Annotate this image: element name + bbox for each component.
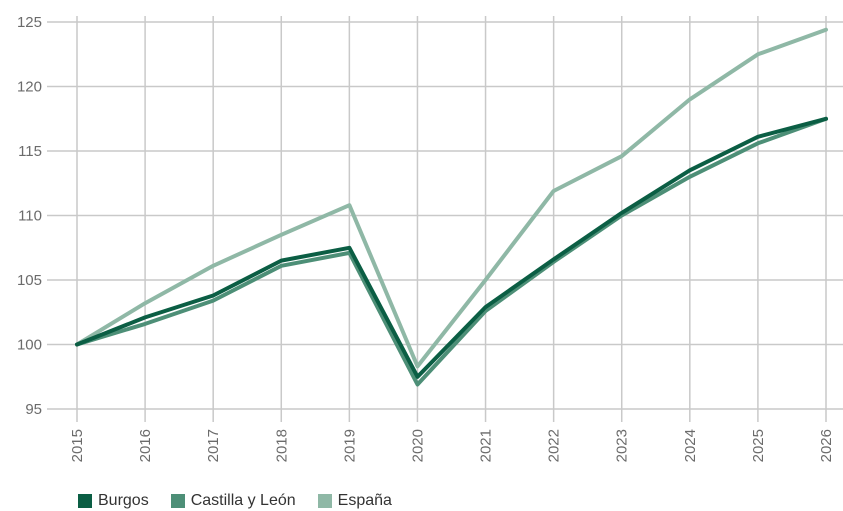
legend-item-espana: España (317, 492, 392, 510)
legend-swatch-burgos (78, 494, 92, 508)
x-tick-label-2021: 2021 (478, 429, 495, 462)
x-tick-label-2018: 2018 (273, 429, 290, 462)
x-tick-label-2020: 2020 (409, 429, 426, 462)
x-axis-tick-labels: 2015 2016 2017 2018 2019 2020 2021 2022 2023 2024… (69, 429, 835, 462)
y-tick-label-125: 125 (17, 14, 42, 31)
x-tick-label-2023: 2023 (614, 429, 631, 462)
y-tick-label-95: 95 (25, 401, 42, 418)
series-line-burgos (75, 116, 828, 379)
legend-item-castilla-y-leon: Castilla y León (170, 492, 296, 510)
x-tick-label-2019: 2019 (341, 429, 358, 462)
legend-label-espana: España (337, 492, 392, 509)
y-tick-label-110: 110 (18, 208, 42, 225)
legend-swatch-castilla-y-leon (170, 494, 185, 508)
series-line-castilla-y-leon (75, 116, 828, 387)
grid-lines (47, 16, 843, 422)
y-tick-label-115: 115 (18, 143, 42, 160)
x-tick-label-2026: 2026 (818, 429, 835, 462)
legend-swatch-espana (317, 494, 332, 508)
legend-item-burgos: Burgos (78, 492, 149, 510)
series-lines (75, 27, 828, 387)
x-tick-label-2022: 2022 (546, 429, 563, 462)
x-tick-label-2016: 2016 (137, 429, 154, 462)
y-tick-label-100: 100 (17, 337, 42, 354)
x-tick-label-2025: 2025 (750, 429, 767, 462)
y-tick-label-105: 105 (17, 272, 42, 289)
series-line-espana (75, 27, 828, 369)
x-tick-label-2015: 2015 (69, 429, 86, 462)
x-tick-label-2017: 2017 (205, 429, 222, 462)
legend-label-burgos: Burgos (98, 492, 149, 509)
y-axis-tick-labels: 95 100 105 110 115 120 125 (17, 14, 42, 418)
y-tick-label-120: 120 (17, 79, 42, 96)
legend-label-castilla-y-leon: Castilla y León (190, 492, 296, 509)
x-tick-label-2024: 2024 (682, 429, 699, 462)
legend: Burgos Castilla y León España (78, 492, 414, 510)
